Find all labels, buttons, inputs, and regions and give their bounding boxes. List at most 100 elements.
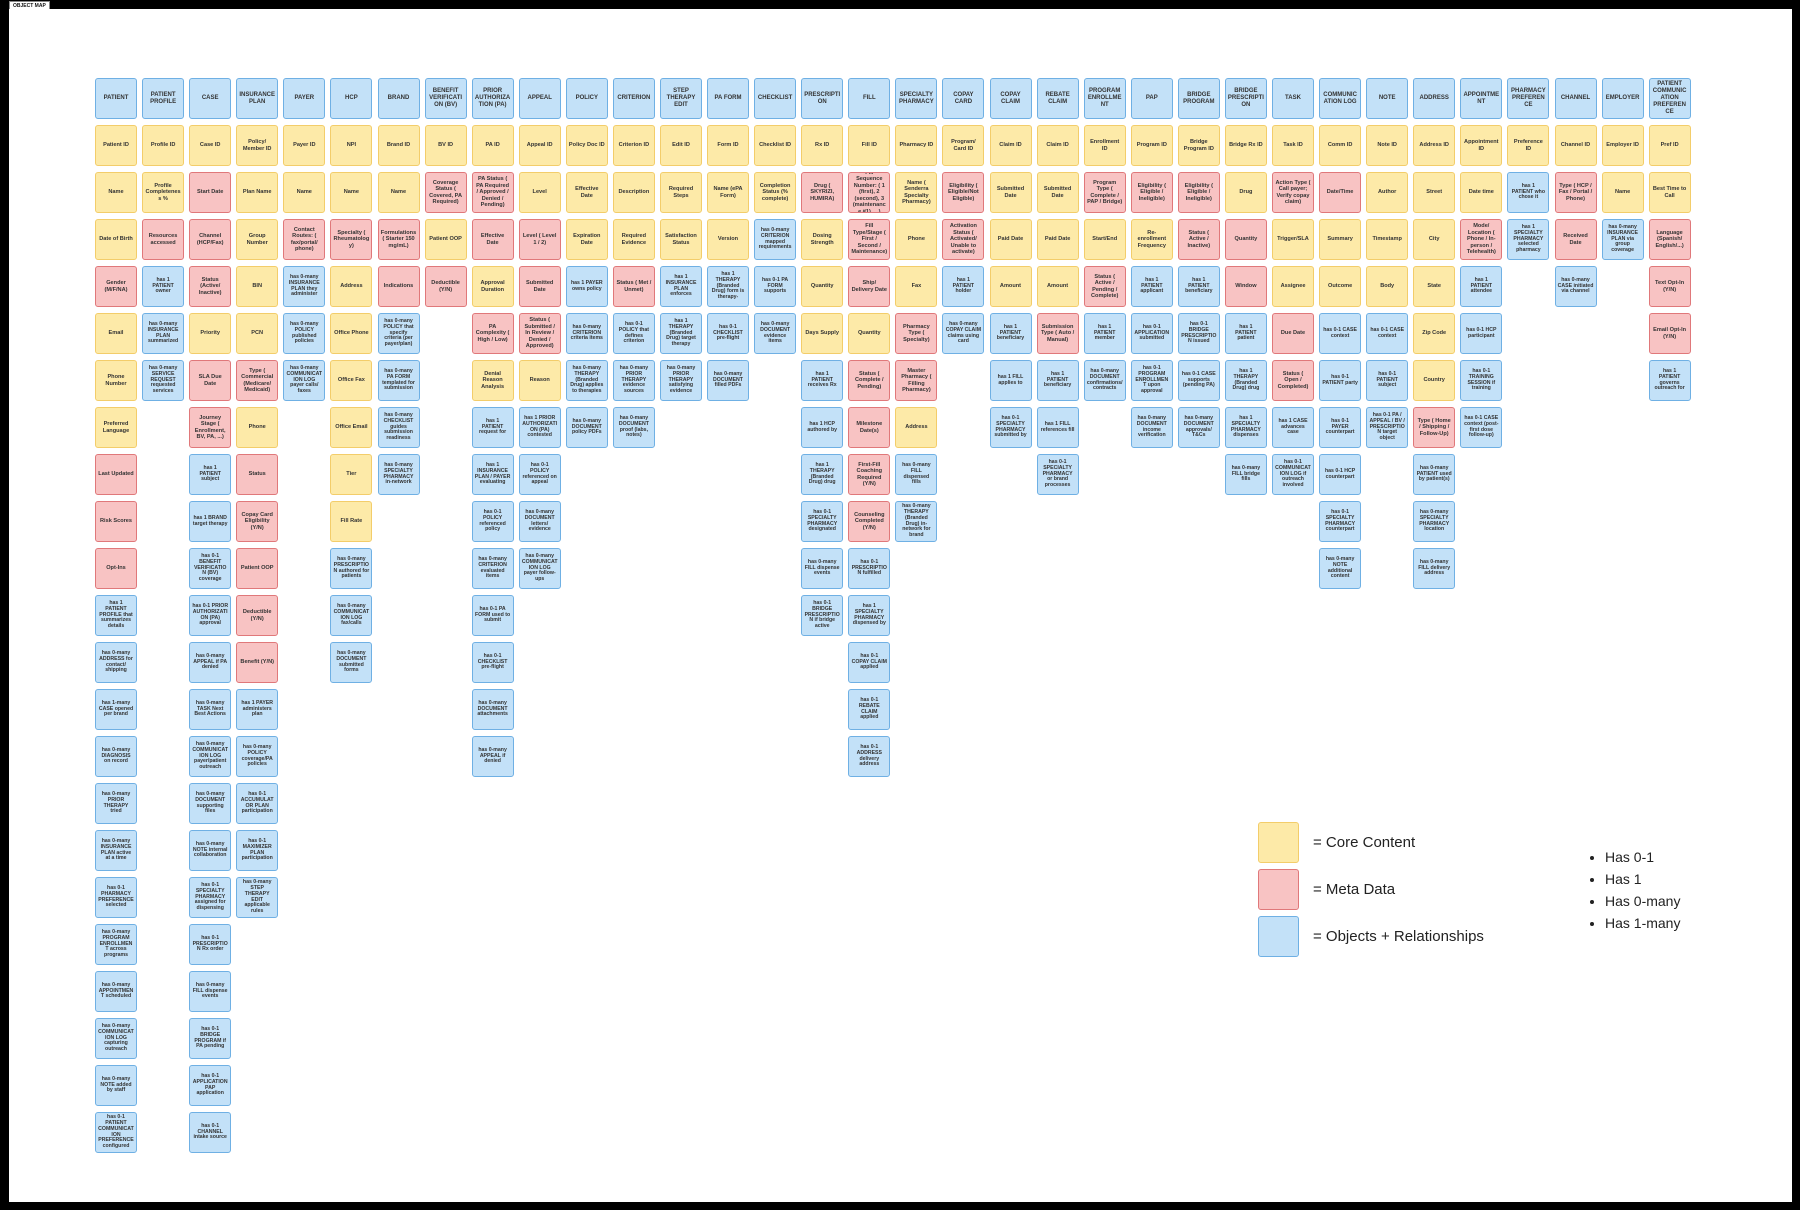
meta-data-card[interactable]: Start Date — [189, 172, 232, 213]
relationship-card[interactable]: has 0-many CHECKLIST guides submission r… — [377, 407, 420, 448]
entity-header[interactable]: NOTE — [1366, 78, 1409, 119]
relationship-card[interactable]: has 0-1 COMMUNICATION LOG if outreach in… — [1272, 454, 1314, 495]
core-content-card[interactable]: Author — [1366, 172, 1409, 213]
entity-header[interactable]: APPOINTMENT — [1460, 78, 1503, 119]
core-content-card[interactable]: Amount — [1036, 266, 1079, 307]
relationship-card[interactable]: has 0-many FILL bridge fills — [1224, 454, 1267, 495]
meta-data-card[interactable]: Counseling Completed (Y/N) — [848, 501, 891, 542]
entity-header[interactable]: COMMUNICATION LOG — [1319, 78, 1362, 119]
relationship-card[interactable]: has 0-many DOCUMENT income verification — [1130, 407, 1173, 448]
relationship-card[interactable]: has 1 PATIENT beneficiary — [1177, 266, 1220, 307]
relationship-card[interactable]: has 0-many DOCUMENT supporting files — [189, 783, 232, 824]
meta-data-card[interactable]: Submitted Date — [518, 266, 561, 307]
core-content-card[interactable]: Profile Completeness % — [142, 172, 185, 213]
core-content-card[interactable]: Name — [95, 172, 137, 213]
meta-data-card[interactable]: Program Type ( Complete / PAP / Bridge) — [1083, 172, 1126, 213]
relationship-card[interactable]: has 0-many POLICY coverage/PA policies — [236, 736, 279, 777]
relationship-card[interactable]: has 0-1 CHECKLIST pre-flight — [707, 313, 749, 354]
relationship-card[interactable]: has 1 INSURANCE PLAN / PAYER evaluating — [471, 454, 514, 495]
relationship-card[interactable]: has 0-many NOTE internal collaboration — [189, 830, 232, 871]
core-content-card[interactable]: Address ID — [1413, 125, 1456, 166]
core-content-card[interactable]: Pref ID — [1648, 125, 1691, 166]
entity-header[interactable]: EMPLOYER — [1601, 78, 1644, 119]
relationship-card[interactable]: has 0-1 SPECIALTY PHARMACY assigned for … — [189, 877, 232, 918]
core-content-card[interactable]: Plan Name — [236, 172, 279, 213]
entity-header[interactable]: BENEFIT VERIFICATION (BV) — [424, 78, 467, 119]
core-content-card[interactable]: Drug — [1224, 172, 1267, 213]
meta-data-card[interactable]: Journey Stage ( Enrollment, BV, PA, ...) — [189, 407, 232, 448]
entity-header[interactable]: TASK — [1272, 78, 1314, 119]
core-content-card[interactable]: Phone — [895, 219, 938, 260]
meta-data-card[interactable]: Resources accessed — [142, 219, 185, 260]
entity-header[interactable]: FILL — [848, 78, 891, 119]
core-content-card[interactable]: Rx ID — [801, 125, 844, 166]
relationship-card[interactable]: has 0-1 APPLICATION PAP application — [189, 1065, 232, 1106]
meta-data-card[interactable]: Type ( Commercial (Medicare/ Medicaid) — [236, 360, 279, 401]
relationship-card[interactable]: has 0-many DOCUMENT confirmations/ contr… — [1083, 360, 1126, 401]
relationship-card[interactable]: has 1 PAYER owns policy — [565, 266, 608, 307]
core-content-card[interactable]: Criterion ID — [612, 125, 655, 166]
relationship-card[interactable]: has 1 SPECIALTY PHARMACY dispenses — [1224, 407, 1267, 448]
meta-data-card[interactable]: Text Opt-In (Y/N) — [1648, 266, 1691, 307]
relationship-card[interactable]: has 0-many DOCUMENT proof (labs, notes) — [612, 407, 655, 448]
relationship-card[interactable]: has 0-many PRIOR THERAPY evidence source… — [612, 360, 655, 401]
core-content-card[interactable]: Trigger/SLA — [1272, 219, 1314, 260]
relationship-card[interactable]: has 0-1 SPECIALTY PHARMACY submitted by — [989, 407, 1032, 448]
meta-data-card[interactable]: Date/Time — [1319, 172, 1362, 213]
core-content-card[interactable]: Paid Date — [989, 219, 1032, 260]
meta-data-card[interactable]: Channel (HCP/Fax) — [189, 219, 232, 260]
core-content-card[interactable]: Employer ID — [1601, 125, 1644, 166]
core-content-card[interactable]: PCN — [236, 313, 279, 354]
core-content-card[interactable]: Name — [1601, 172, 1644, 213]
relationship-card[interactable]: has 0-many DOCUMENT attachments — [471, 689, 514, 730]
meta-data-card[interactable]: Risk Scores — [95, 501, 137, 542]
relationship-card[interactable]: has 0-1 CHECKLIST pre-flight — [471, 642, 514, 683]
meta-data-card[interactable]: Opt-Ins — [95, 548, 137, 589]
meta-data-card[interactable]: Activation Status ( Activated/ Unable to… — [942, 219, 985, 260]
meta-data-card[interactable]: Type ( HCP / Fax / Portal / Phone) — [1554, 172, 1597, 213]
relationship-card[interactable]: has 0-many COMMUNICATION LOG capturing o… — [95, 1018, 137, 1059]
meta-data-card[interactable]: Last Updated — [95, 454, 137, 495]
core-content-card[interactable]: Fill ID — [848, 125, 891, 166]
meta-data-card[interactable]: Indications — [377, 266, 420, 307]
relationship-card[interactable]: has 0-1 PATIENT subject — [1366, 360, 1409, 401]
entity-header[interactable]: REBATE CLAIM — [1036, 78, 1079, 119]
meta-data-card[interactable]: Status (Active/ Inactive) — [189, 266, 232, 307]
relationship-card[interactable]: has 0-many POLICY published policies — [283, 313, 326, 354]
core-content-card[interactable]: Satisfaction Status — [660, 219, 702, 260]
core-content-card[interactable]: Level — [518, 172, 561, 213]
relationship-card[interactable]: has 0-many INSURANCE PLAN active at a ti… — [95, 830, 137, 871]
core-content-card[interactable]: Best Time to Call — [1648, 172, 1691, 213]
relationship-card[interactable]: has 0-1 PAYER counterpart — [1319, 407, 1362, 448]
core-content-card[interactable]: Expiration Date — [565, 219, 608, 260]
entity-header[interactable]: POLICY — [565, 78, 608, 119]
entity-header[interactable]: BRAND — [377, 78, 420, 119]
relationship-card[interactable]: has 0-many COPAY CLAIM claims using card — [942, 313, 985, 354]
core-content-card[interactable]: BIN — [236, 266, 279, 307]
core-content-card[interactable]: Policy Doc ID — [565, 125, 608, 166]
core-content-card[interactable]: Completion Status (% complete) — [754, 172, 797, 213]
core-content-card[interactable]: Required Steps — [660, 172, 702, 213]
relationship-card[interactable]: has 0-1 MAXIMIZER PLAN participation — [236, 830, 279, 871]
relationship-card[interactable]: has 1 CASE advances case — [1272, 407, 1314, 448]
core-content-card[interactable]: BV ID — [424, 125, 467, 166]
core-content-card[interactable]: Bridge Rx ID — [1224, 125, 1267, 166]
core-content-card[interactable]: Fax — [895, 266, 938, 307]
core-content-card[interactable]: Email — [95, 313, 137, 354]
relationship-card[interactable]: has 0-many STEP THERAPY EDIT applicable … — [236, 877, 279, 918]
relationship-card[interactable]: has 0-many APPEAL if PA denied — [189, 642, 232, 683]
meta-data-card[interactable]: Coverage Status ( Covered, PA Required) — [424, 172, 467, 213]
core-content-card[interactable]: Denial Reason Analysis — [471, 360, 514, 401]
core-content-card[interactable]: Phone Number — [95, 360, 137, 401]
meta-data-card[interactable]: Status ( Submitted / In Review / Denied … — [518, 313, 561, 354]
relationship-card[interactable]: has 0-many FILL dispense events — [189, 971, 232, 1012]
meta-data-card[interactable]: Level ( Level 1 / 2) — [518, 219, 561, 260]
meta-data-card[interactable]: Type ( Home / Shipping / Follow-Up) — [1413, 407, 1456, 448]
relationship-card[interactable]: has 0-1 CASE context — [1319, 313, 1362, 354]
relationship-card[interactable]: has 1 BRAND target therapy — [189, 501, 232, 542]
relationship-card[interactable]: has 0-1 PHARMACY PREFERENCE selected — [95, 877, 137, 918]
core-content-card[interactable]: Country — [1413, 360, 1456, 401]
core-content-card[interactable]: Version — [707, 219, 749, 260]
core-content-card[interactable]: Zip Code — [1413, 313, 1456, 354]
meta-data-card[interactable]: Deductible (Y/N) — [424, 266, 467, 307]
